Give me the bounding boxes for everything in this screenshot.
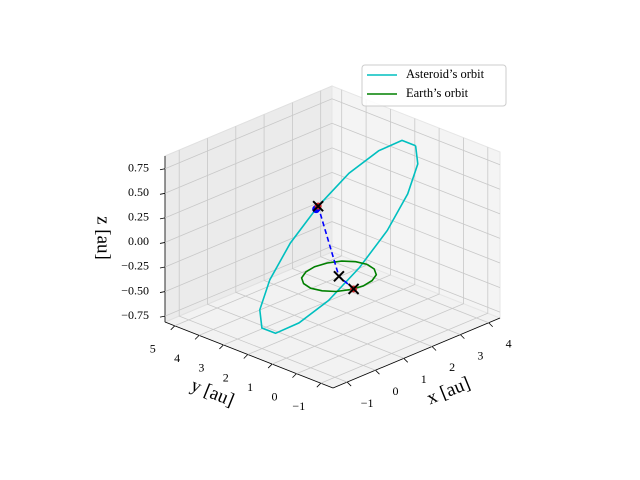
legend-label: Earth’s orbit bbox=[406, 86, 469, 100]
z-tick-label: −0.25 bbox=[121, 259, 149, 273]
x-tick-mark bbox=[375, 369, 380, 375]
y-grid-line bbox=[296, 137, 464, 375]
z-tick-mark bbox=[159, 242, 166, 244]
z-tick-mark bbox=[159, 168, 166, 171]
back-right-pane bbox=[331, 85, 501, 319]
y-tick-mark bbox=[243, 354, 249, 359]
panes bbox=[163, 85, 502, 389]
x-tick-mark bbox=[346, 381, 352, 387]
y-tick-label: 5 bbox=[150, 342, 156, 356]
plot-area bbox=[258, 139, 419, 335]
z-tick-label: −0.50 bbox=[121, 283, 149, 297]
y-grid-line bbox=[198, 99, 367, 336]
x-tick-label: 4 bbox=[506, 336, 512, 350]
x-grid-line bbox=[320, 90, 489, 324]
x-tick-mark bbox=[460, 334, 465, 339]
x-grid-line bbox=[178, 150, 348, 383]
orbit-line bbox=[258, 139, 419, 335]
z-grid-line bbox=[164, 122, 501, 194]
y-tick-mark bbox=[316, 382, 322, 388]
x-tick-mark bbox=[488, 322, 493, 328]
z-grid-line bbox=[164, 171, 501, 243]
legend-box bbox=[361, 64, 507, 107]
x-tick-label: 3 bbox=[477, 348, 483, 362]
x-grid-line bbox=[207, 138, 376, 371]
z-tick-mark bbox=[159, 291, 166, 293]
y-tick-label: 4 bbox=[174, 351, 180, 365]
z-tick-mark bbox=[159, 217, 166, 220]
legend-label: Asteroid’s orbit bbox=[406, 67, 485, 81]
cross-marker bbox=[333, 270, 345, 283]
z-tick-label: 0.25 bbox=[128, 210, 149, 224]
orbit-line bbox=[300, 260, 378, 293]
x-tick-label: 0 bbox=[392, 384, 398, 398]
legend: Asteroid’s orbit Earth’s orbit bbox=[361, 64, 507, 107]
y-axis-label: y [au] bbox=[188, 375, 237, 411]
cross-marker bbox=[347, 283, 360, 295]
y-tick-mark bbox=[219, 344, 224, 350]
cross-marker bbox=[312, 200, 324, 212]
y-tick-label: 0 bbox=[271, 389, 277, 403]
x-axis-line bbox=[332, 317, 501, 389]
x-grid-line bbox=[263, 114, 433, 347]
x-tick-mark bbox=[431, 346, 437, 351]
z-tick-mark bbox=[159, 315, 166, 318]
x-axis-label: x [au] bbox=[424, 373, 473, 409]
z-grid-line bbox=[164, 98, 501, 170]
z-tick-mark bbox=[159, 192, 166, 195]
z-tick-mark bbox=[159, 266, 166, 269]
y-grid-line bbox=[271, 128, 440, 365]
y-grid-line bbox=[174, 89, 343, 327]
z-tick-label: 0.50 bbox=[128, 185, 149, 199]
y-tick-label: 2 bbox=[223, 370, 229, 384]
z-grid-line bbox=[164, 147, 501, 219]
y-grid-line bbox=[223, 109, 391, 346]
tick-labels: −1 0 1 2 3 4 −1 0 1 2 3 4 5 −0.75 −0.50 −0.25 0.00 0.25 0.… bbox=[121, 161, 511, 413]
x-tick-mark bbox=[403, 358, 409, 363]
y-grid-line bbox=[320, 147, 489, 384]
z-grid-line bbox=[164, 196, 501, 268]
z-grid-line bbox=[164, 245, 501, 317]
z-axis-label: z [au] bbox=[93, 216, 114, 260]
y-tick-mark bbox=[267, 363, 273, 369]
x-tick-label: 1 bbox=[421, 372, 427, 386]
z-grid-line bbox=[164, 221, 501, 292]
y-tick-mark bbox=[170, 325, 176, 331]
z-tick-label: −0.75 bbox=[121, 308, 149, 322]
y-tick-mark bbox=[292, 373, 297, 378]
y-tick-label: 3 bbox=[198, 361, 204, 375]
y-tick-label: 1 bbox=[247, 380, 253, 394]
z-tick-label: 0.75 bbox=[128, 161, 149, 175]
x-grid-line bbox=[291, 102, 461, 335]
z-tick-label: 0.00 bbox=[128, 234, 149, 248]
x-tick-label: −1 bbox=[361, 396, 374, 410]
y-tick-label: −1 bbox=[292, 399, 305, 413]
y-tick-mark bbox=[194, 335, 200, 340]
x-grid-line bbox=[235, 126, 404, 359]
x-tick-label: 2 bbox=[449, 360, 455, 374]
y-axis-line bbox=[164, 321, 334, 389]
grid bbox=[159, 89, 501, 388]
